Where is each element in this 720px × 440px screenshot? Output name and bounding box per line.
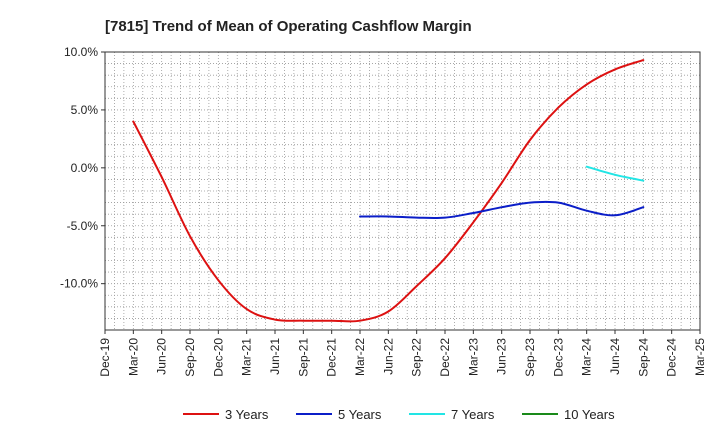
x-tick-label: Jun-24	[608, 338, 622, 375]
x-tick-label: Jun-20	[155, 338, 169, 375]
series-line-3-years	[132, 59, 645, 323]
x-tick-label: Mar-25	[693, 338, 707, 376]
y-tick-label: 10.0%	[64, 45, 98, 59]
x-tick-label: Sep-23	[523, 338, 537, 377]
y-tick-label: -5.0%	[67, 219, 99, 233]
legend: 3 Years 5 Years 7 Years 10 Years	[183, 407, 615, 422]
legend-label-5-years: 5 Years	[338, 407, 382, 422]
x-tick-label: Jun-23	[495, 338, 509, 375]
x-tick-label: Dec-19	[98, 338, 112, 377]
x-tick-label: Mar-21	[240, 338, 254, 376]
x-tick-label: Mar-23	[466, 338, 480, 376]
x-tick-label: Dec-20	[211, 338, 225, 377]
x-tick-label: Mar-20	[126, 338, 140, 376]
x-tick-label: Sep-22	[410, 338, 424, 377]
x-tick-label: Sep-21	[296, 338, 310, 377]
x-tick-label: Mar-22	[353, 338, 367, 376]
y-tick-label: 5.0%	[71, 103, 99, 117]
x-tick-label: Dec-21	[325, 338, 339, 377]
x-tick-label: Dec-22	[438, 338, 452, 377]
y-tick-label: 0.0%	[71, 161, 99, 175]
legend-label-3-years: 3 Years	[225, 407, 269, 422]
x-tick-label: Sep-20	[183, 338, 197, 377]
x-axis: Dec-19 Mar-20 Jun-20 Sep-20 Dec-20 Mar-21 Jun-…	[98, 330, 707, 377]
chart-title: [7815] Trend of Mean of Operating Cashfl…	[105, 18, 472, 35]
y-tick-label: -10.0%	[60, 277, 98, 291]
x-tick-label: Sep-24	[636, 338, 650, 377]
series-line-7-years	[585, 165, 645, 182]
plot-frame	[104, 51, 701, 331]
x-tick-label: Dec-23	[551, 338, 565, 377]
series-lines	[132, 59, 645, 323]
x-tick-label: Jun-22	[381, 338, 395, 375]
legend-label-10-years: 10 Years	[564, 407, 615, 422]
y-axis: 10.0% 5.0% 0.0% -5.0% -10.0%	[60, 45, 105, 291]
x-tick-label: Mar-24	[580, 338, 594, 376]
legend-label-7-years: 7 Years	[451, 407, 495, 422]
series-line-5-years	[359, 200, 645, 220]
x-tick-label: Jun-21	[268, 338, 282, 375]
grid-lines	[105, 51, 700, 331]
x-tick-label: Dec-24	[665, 338, 679, 377]
